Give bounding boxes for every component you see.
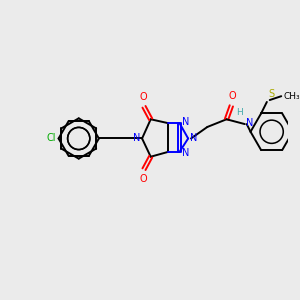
Text: N: N — [246, 118, 253, 128]
Text: N: N — [133, 134, 140, 143]
Text: N: N — [190, 134, 197, 143]
Text: O: O — [139, 174, 147, 184]
Text: O: O — [139, 92, 147, 102]
Text: CH₃: CH₃ — [283, 92, 300, 101]
Text: N: N — [182, 148, 190, 158]
Text: N: N — [182, 117, 190, 127]
Text: Cl: Cl — [46, 134, 56, 143]
Text: S: S — [269, 89, 275, 99]
Text: H: H — [237, 108, 243, 117]
Text: O: O — [229, 91, 236, 101]
